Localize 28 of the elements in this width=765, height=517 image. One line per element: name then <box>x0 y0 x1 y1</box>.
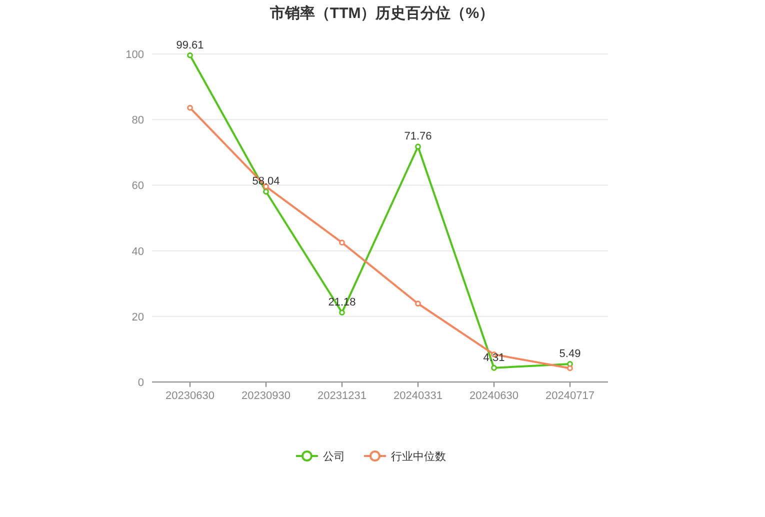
x-tick-label: 20240331 <box>394 390 442 402</box>
point <box>339 240 345 246</box>
point <box>415 300 421 307</box>
y-tick-label: 100 <box>126 49 144 61</box>
point <box>415 144 421 150</box>
x-tick-label: 20230930 <box>242 390 290 402</box>
y-tick-label: 60 <box>132 180 144 192</box>
y-tick-label: 0 <box>138 377 144 389</box>
y-tick-label: 20 <box>132 311 144 324</box>
chart-title: 市销率（TTM）历史百分位（%） <box>268 4 494 22</box>
x-tick-label: 20231231 <box>318 390 366 402</box>
x-tick-label: 20240630 <box>470 390 518 402</box>
point <box>339 310 345 316</box>
point <box>187 104 193 111</box>
point <box>567 365 573 372</box>
data-label: 71.76 <box>404 130 432 143</box>
x-tick-label: 20240717 <box>546 390 594 402</box>
data-label: 99.61 <box>176 39 204 52</box>
y-tick-label: 80 <box>132 114 144 127</box>
x-tick-label: 20230630 <box>166 390 214 402</box>
legend-label: 行业中位数 <box>391 450 446 463</box>
legend-label: 公司 <box>323 451 345 463</box>
point <box>263 188 269 195</box>
point <box>491 364 497 371</box>
y-tick-label: 40 <box>132 246 144 258</box>
data-label: 5.49 <box>559 348 581 360</box>
point <box>567 361 573 367</box>
point <box>187 52 193 58</box>
